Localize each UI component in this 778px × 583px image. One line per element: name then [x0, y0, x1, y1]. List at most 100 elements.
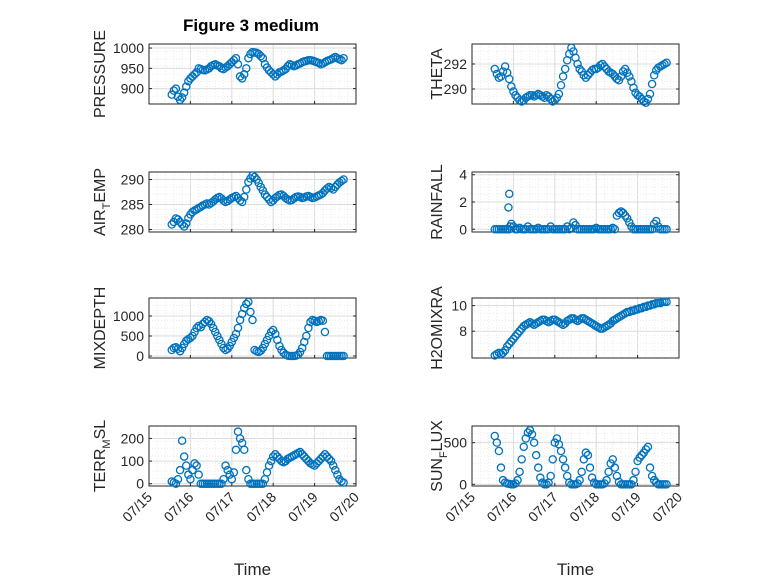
data-point — [339, 175, 348, 184]
data-point — [625, 218, 634, 227]
data-point — [515, 223, 524, 233]
data-point — [511, 332, 520, 341]
data-point — [266, 456, 276, 466]
data-point — [337, 176, 346, 186]
data-point — [581, 315, 591, 324]
data-point — [320, 327, 330, 337]
y-tick-label: 0 — [459, 476, 467, 492]
data-point — [273, 192, 282, 201]
data-point — [192, 323, 201, 333]
data-point — [577, 467, 586, 477]
data-point — [248, 315, 257, 325]
data-point — [505, 189, 514, 199]
series-markers — [490, 189, 671, 234]
y-axis-label-main: AIR — [92, 209, 109, 236]
data-point — [515, 467, 524, 477]
data-point — [550, 96, 560, 105]
data-point — [235, 72, 245, 81]
data-point — [182, 461, 191, 470]
data-point — [331, 465, 340, 475]
data-point — [536, 316, 545, 326]
data-point — [556, 446, 566, 456]
data-point — [210, 327, 220, 337]
data-point — [190, 459, 199, 468]
data-point — [242, 299, 251, 309]
axes-box — [148, 425, 357, 487]
data-point — [213, 331, 222, 341]
data-point — [167, 220, 177, 229]
data-point — [513, 225, 522, 234]
y-tick-label: 0 — [136, 476, 144, 492]
data-point — [496, 72, 506, 81]
data-point — [254, 178, 263, 188]
data-point — [542, 480, 551, 489]
data-point — [231, 445, 241, 455]
data-point — [517, 455, 526, 464]
data-point — [210, 195, 220, 204]
axes-box — [148, 43, 357, 105]
axes-box — [471, 297, 680, 359]
data-point — [339, 53, 348, 63]
data-point — [268, 325, 278, 335]
data-point — [649, 300, 659, 309]
data-point — [208, 323, 218, 333]
data-point — [651, 216, 661, 226]
data-point — [583, 450, 593, 460]
y-axis-label-rest: LUX — [429, 420, 446, 451]
data-point — [333, 470, 342, 479]
data-point — [192, 205, 201, 214]
data-point — [250, 172, 259, 182]
data-point — [552, 434, 562, 443]
y-axis-label-sub: F — [438, 451, 450, 458]
data-point — [573, 59, 582, 69]
y-axis-label-main: SUN — [429, 458, 446, 492]
data-point — [289, 194, 299, 203]
y-tick-label: 1000 — [113, 40, 144, 56]
data-point — [328, 185, 338, 194]
y-axis-label: THETA — [429, 48, 446, 100]
data-point — [610, 315, 620, 324]
data-point — [260, 190, 270, 199]
data-point — [625, 72, 634, 81]
series-markers — [167, 171, 348, 231]
data-point — [192, 461, 201, 470]
subplot-3: 280 285 290 AIRTEMP — [92, 168, 357, 238]
data-point — [662, 297, 671, 307]
data-point — [262, 335, 272, 345]
data-point — [538, 478, 547, 487]
y-tick-label: 950 — [121, 60, 145, 76]
data-point — [492, 349, 502, 359]
grid — [149, 298, 356, 358]
y-axis-label-sub: M — [101, 439, 113, 448]
data-point — [188, 207, 197, 217]
data-point — [529, 320, 539, 330]
data-point — [186, 474, 195, 484]
data-point — [589, 225, 599, 234]
data-point — [550, 315, 560, 324]
data-point — [258, 186, 268, 195]
data-point — [612, 471, 622, 481]
y-tick-label: 900 — [121, 81, 145, 97]
data-point — [496, 463, 506, 472]
data-point — [546, 316, 555, 326]
data-point — [533, 463, 543, 472]
data-point — [233, 60, 243, 69]
grid — [472, 426, 679, 486]
data-point — [177, 93, 187, 102]
data-point — [206, 319, 216, 329]
data-point — [175, 95, 185, 105]
y-tick-label: 8 — [459, 323, 467, 339]
data-point — [515, 326, 524, 336]
data-point — [217, 479, 226, 488]
y-tick-label: 290 — [121, 172, 145, 188]
data-point — [560, 64, 570, 74]
data-point — [533, 223, 543, 233]
data-point — [177, 220, 187, 229]
data-point — [523, 319, 533, 328]
data-point — [246, 307, 255, 317]
series-markers — [490, 297, 671, 360]
data-point — [244, 53, 253, 63]
data-point — [565, 315, 574, 324]
data-point — [173, 474, 183, 484]
